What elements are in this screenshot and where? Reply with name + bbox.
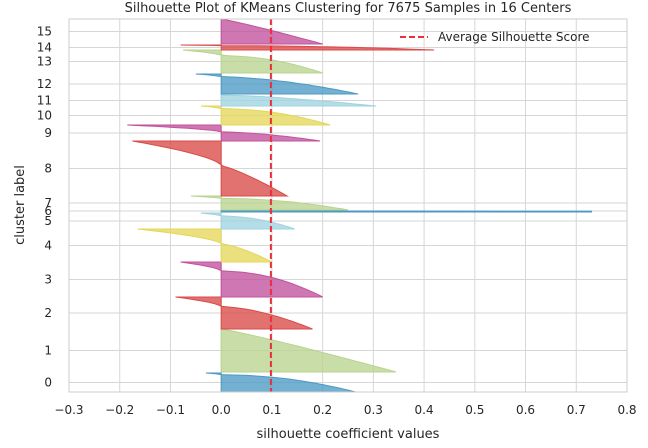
cluster-silhouette-3	[180, 261, 323, 298]
y-tick-label: 14	[37, 41, 52, 55]
y-tick-label: 4	[44, 239, 52, 253]
x-tick-label: 0.6	[516, 403, 535, 417]
x-axis-title: silhouette coefficient values	[257, 427, 440, 442]
cluster-silhouettes	[127, 18, 592, 393]
cluster-silhouette-4	[137, 228, 273, 263]
x-tick-labels: −0.3 −0.2 −0.1 0.0 0.1 0.2 0.3 0.4 0.5 0.6 0.7 0.8	[54, 403, 636, 417]
x-tick-label: −0.2	[105, 403, 134, 417]
y-tick-label: 11	[37, 94, 52, 108]
x-tick-label: 0.0	[212, 403, 231, 417]
cluster-silhouette-2	[175, 296, 313, 330]
x-tick-label: 0.1	[262, 403, 281, 417]
y-tick-label: 10	[37, 109, 52, 123]
x-tick-label: 0.3	[364, 403, 383, 417]
x-tick-label: 0.5	[465, 403, 484, 417]
y-tick-label: 9	[44, 126, 52, 140]
x-tick-label: 0.8	[617, 403, 636, 417]
y-tick-label: 5	[44, 214, 52, 228]
plot-background	[69, 19, 627, 392]
y-axis-title: cluster label	[13, 165, 28, 245]
y-tick-label: 8	[44, 162, 52, 176]
legend-label: Average Silhouette Score	[438, 30, 590, 44]
cluster-silhouette-14	[180, 44, 435, 51]
cluster-silhouette-11	[220, 94, 376, 107]
y-tick-label: 13	[37, 55, 52, 69]
cluster-silhouette-1	[220, 328, 397, 373]
y-tick-label: 3	[44, 273, 52, 287]
y-tick-label: 15	[37, 25, 52, 39]
y-tick-label: 12	[37, 77, 52, 91]
y-tick-label: 2	[44, 306, 52, 320]
cluster-silhouette-10	[200, 105, 331, 126]
y-tick-label: 6	[44, 204, 52, 218]
chart-title: Silhouette Plot of KMeans Clustering for…	[125, 1, 572, 16]
x-tick-label: −0.3	[54, 403, 83, 417]
x-tick-label: −0.1	[156, 403, 185, 417]
cluster-silhouette-8	[132, 140, 289, 197]
cluster-silhouette-7	[190, 195, 349, 211]
plot-frame	[68, 18, 628, 393]
cluster-silhouette-12	[195, 73, 359, 95]
cluster-silhouette-13	[183, 49, 323, 74]
cluster-silhouette-9	[127, 124, 321, 142]
x-tick-label: 0.4	[415, 403, 434, 417]
x-tick-label: 0.7	[567, 403, 586, 417]
cluster-silhouette-5	[200, 212, 295, 230]
legend: Average Silhouette Score	[400, 30, 590, 44]
y-tick-label: 1	[44, 344, 52, 358]
y-tick-label: 0	[44, 376, 52, 390]
y-tick-label: 7	[44, 196, 52, 210]
cluster-silhouette-0	[205, 372, 356, 393]
x-tick-label: 0.2	[313, 403, 332, 417]
